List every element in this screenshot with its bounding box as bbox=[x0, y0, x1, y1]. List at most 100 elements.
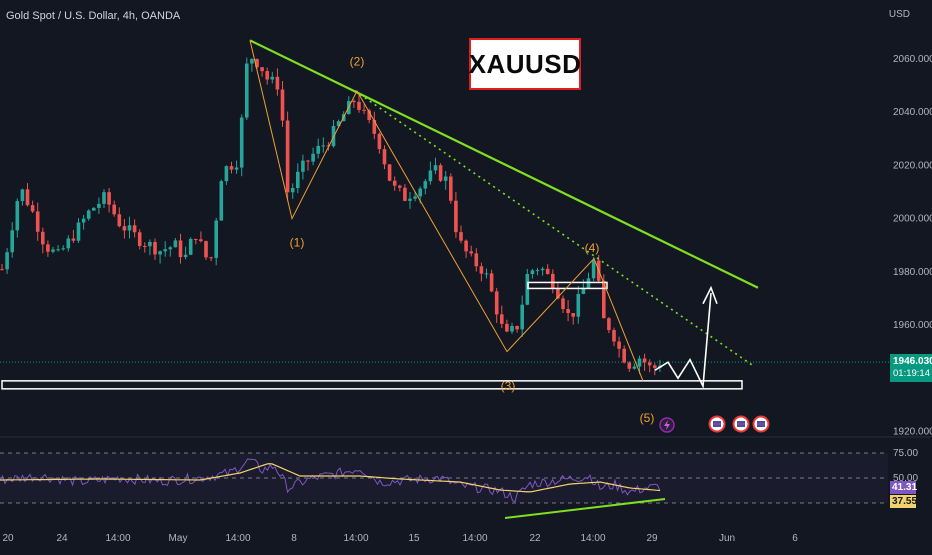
candle-body bbox=[627, 362, 632, 369]
candle-body bbox=[428, 170, 433, 182]
candle-body bbox=[209, 257, 213, 259]
candle-body bbox=[0, 269, 4, 271]
candle-body bbox=[336, 121, 341, 127]
candle-body bbox=[387, 164, 392, 181]
candle-body bbox=[92, 207, 96, 211]
price-tick-label: 1980.000 bbox=[893, 267, 932, 278]
price-tick-label: 1960.000 bbox=[893, 320, 932, 331]
candle-body bbox=[290, 188, 295, 193]
candle-body bbox=[194, 238, 198, 240]
candle-body bbox=[530, 270, 535, 275]
candle-body bbox=[464, 240, 468, 252]
candle-body bbox=[61, 248, 65, 250]
time-tick-label: 15 bbox=[408, 533, 420, 544]
candle-body bbox=[285, 120, 290, 193]
candle-body bbox=[97, 203, 101, 208]
currency-label: USD bbox=[888, 9, 910, 20]
candle-body bbox=[403, 187, 407, 201]
rsi-divergence-line bbox=[504, 498, 666, 519]
annotations: (1) (2) (3) (4) (5) bbox=[0, 39, 890, 425]
candle-body bbox=[76, 222, 81, 241]
projection-arrowhead bbox=[702, 285, 718, 305]
price-tick-label: 2020.000 bbox=[893, 160, 932, 171]
us-flag-event-icon[interactable] bbox=[732, 415, 750, 433]
wave-label: (3) bbox=[501, 379, 516, 393]
candle-body bbox=[137, 232, 142, 246]
candle-body bbox=[494, 291, 499, 315]
us-flag-event-icon[interactable] bbox=[752, 415, 770, 433]
candle-body bbox=[551, 273, 555, 290]
candle-body bbox=[255, 59, 259, 68]
lightning-event-icon[interactable] bbox=[659, 417, 675, 433]
time-tick-label: 14:00 bbox=[343, 533, 368, 544]
candle-body bbox=[459, 232, 463, 241]
rsi-pane: 75.00 50.00 bbox=[0, 448, 918, 519]
candle-body bbox=[474, 253, 479, 267]
candle-body bbox=[56, 249, 60, 251]
candle-body bbox=[10, 230, 14, 253]
candle-body bbox=[148, 241, 152, 247]
candle-body bbox=[392, 180, 397, 186]
candle-body bbox=[418, 188, 422, 197]
time-tick-label: 20 bbox=[2, 533, 14, 544]
candle-body bbox=[112, 204, 116, 215]
time-tick-label: May bbox=[169, 533, 188, 544]
candle-body bbox=[316, 145, 320, 154]
last-price-tag: 1946.030 01:19:14 bbox=[890, 354, 932, 383]
candle-body bbox=[612, 330, 616, 342]
time-tick-label: 14:00 bbox=[462, 533, 487, 544]
candle-body bbox=[20, 189, 25, 202]
candle-body bbox=[352, 101, 356, 103]
candle-body bbox=[71, 238, 76, 241]
price-tick-label: 1920.000 bbox=[893, 426, 932, 437]
candle-body bbox=[602, 280, 606, 319]
candle-body bbox=[311, 153, 315, 162]
candle-body bbox=[377, 133, 382, 150]
candle-body bbox=[127, 225, 132, 231]
channel-trendline bbox=[354, 90, 753, 366]
wave-label: (2) bbox=[350, 55, 365, 69]
resistance-box bbox=[527, 281, 608, 290]
candle-body bbox=[158, 251, 162, 255]
price-tick-label: 2000.000 bbox=[893, 214, 932, 225]
candle-body bbox=[423, 181, 428, 189]
candle-body bbox=[239, 117, 244, 168]
candle-body bbox=[505, 323, 509, 332]
candle-body bbox=[229, 166, 234, 170]
candle-body bbox=[479, 266, 484, 274]
candle-body bbox=[265, 71, 269, 80]
candle-body bbox=[510, 325, 514, 332]
candle-body bbox=[219, 181, 224, 221]
candle-body bbox=[86, 210, 91, 219]
time-tick-label: 14:00 bbox=[105, 533, 130, 544]
candle-body bbox=[622, 348, 626, 363]
candle-body bbox=[653, 365, 657, 368]
rsi-level-label: 50.00 bbox=[893, 473, 918, 484]
candle-body bbox=[66, 238, 71, 249]
wave-label: (4) bbox=[585, 241, 600, 255]
candle-body bbox=[398, 185, 402, 188]
time-tick-label: 14:00 bbox=[225, 533, 250, 544]
event-icons[interactable] bbox=[659, 415, 770, 433]
candle-body bbox=[173, 240, 178, 248]
time-tick-label: 29 bbox=[646, 533, 658, 544]
rsi-ma-value-tag: 37.55 bbox=[890, 495, 918, 509]
candle-body bbox=[163, 249, 167, 252]
candle-body bbox=[489, 273, 494, 292]
rsi-value-tag: 41.31 bbox=[890, 480, 918, 494]
candle-body bbox=[270, 76, 275, 80]
candle-body bbox=[199, 239, 203, 242]
candle-body bbox=[443, 176, 448, 181]
us-flag-event-icon[interactable] bbox=[708, 415, 726, 433]
rsi-ma-line bbox=[0, 463, 661, 493]
candle-body bbox=[178, 240, 183, 258]
candle-body bbox=[280, 89, 285, 121]
candle-body bbox=[143, 245, 147, 247]
candle-body bbox=[25, 189, 30, 206]
candle-body bbox=[275, 76, 280, 90]
candle-body bbox=[46, 244, 50, 252]
candle-body bbox=[500, 314, 504, 324]
candle-body bbox=[5, 252, 9, 270]
